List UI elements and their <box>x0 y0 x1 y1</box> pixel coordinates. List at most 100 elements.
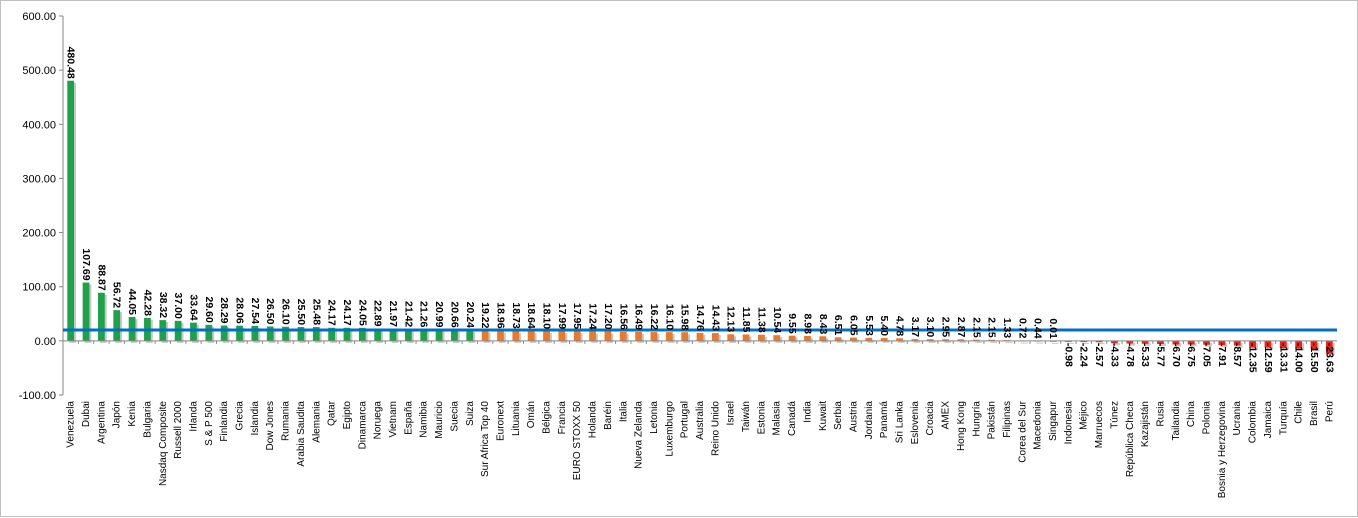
x-tick-label: Eslovenia <box>910 401 921 445</box>
x-tick-label: Egipto <box>342 401 353 430</box>
data-label: 107.69 <box>80 248 92 280</box>
data-label: 0.44 <box>1032 318 1044 339</box>
data-label: 5.40 <box>878 315 890 336</box>
bar <box>804 335 811 341</box>
bar <box>451 329 458 341</box>
bar <box>1095 340 1103 343</box>
data-label: 44.05 <box>126 289 138 315</box>
data-label: 9.55 <box>786 313 798 334</box>
bar-shadow <box>1005 342 1013 344</box>
bar <box>297 327 305 341</box>
x-tick-label: India <box>802 401 813 423</box>
bar <box>988 339 996 341</box>
bar <box>589 331 596 341</box>
bar <box>374 328 382 341</box>
bar <box>773 335 781 341</box>
x-tick-label: Letonia <box>649 401 660 434</box>
x-tick-label: S & P 500 <box>204 401 215 446</box>
bar-shadow <box>1174 342 1182 347</box>
x-tick-label: Russell 2000 <box>173 401 184 459</box>
data-label: 16.10 <box>663 304 675 330</box>
data-label: 6.05 <box>847 315 859 336</box>
bar <box>435 329 443 341</box>
x-tick-label: Corea del Sur <box>1017 400 1028 462</box>
bar <box>1264 340 1272 348</box>
bar <box>1111 340 1118 344</box>
bar-shadow <box>1082 342 1090 345</box>
x-tick-label: Bosnia y Herzegovina <box>1217 401 1228 499</box>
x-tick-label: Hungría <box>971 401 982 437</box>
data-label: -8.57 <box>1231 343 1243 367</box>
x-tick-label: Reino Unido <box>710 401 721 456</box>
data-label: 14.76 <box>694 305 706 331</box>
bar <box>711 333 719 341</box>
bar <box>497 330 504 341</box>
bar <box>742 334 750 341</box>
bar <box>466 329 474 341</box>
bar <box>251 325 259 341</box>
x-tick-label: Sri Lanka <box>895 401 906 444</box>
bar-shadow <box>1205 342 1212 347</box>
data-label: 11.85 <box>740 307 752 333</box>
x-tick-label: Tailandia <box>1171 401 1182 441</box>
data-label: 17.99 <box>556 303 568 329</box>
data-label: 480.48 <box>65 47 77 79</box>
data-label: -23.63 <box>1323 343 1335 373</box>
x-tick-label: Islandia <box>250 401 261 436</box>
x-tick-label: China <box>1186 401 1197 428</box>
data-label: 0.72 <box>1016 318 1028 339</box>
bar <box>282 326 289 341</box>
bar-shadow <box>974 341 982 343</box>
data-label: 4.78 <box>894 316 906 337</box>
bar-shadow <box>928 341 936 343</box>
data-label: 20.66 <box>448 301 460 327</box>
data-label: 3.17 <box>909 317 921 338</box>
data-label: 19.22 <box>479 302 491 328</box>
data-labels-group: 480.48 107.69 88.87 56.72 44.05 42.28 38.32 37.… <box>65 47 1336 373</box>
data-label: -4.33 <box>1108 343 1120 367</box>
data-label: 10.54 <box>771 307 783 333</box>
x-tick-label: Méjico <box>1079 401 1090 430</box>
data-label: 24.05 <box>356 300 368 326</box>
bar <box>1157 340 1164 344</box>
data-label: 26.10 <box>280 298 292 324</box>
bar <box>527 330 535 341</box>
data-label: -13.31 <box>1277 343 1289 373</box>
x-tick-label: Brasil <box>1309 401 1320 426</box>
x-tick-label: Israel <box>726 401 737 425</box>
bar <box>312 327 320 341</box>
data-label: 33.64 <box>187 294 199 320</box>
x-tick-label: Irlanda <box>188 401 199 432</box>
x-tick-label: Singapur <box>1048 400 1059 441</box>
bar <box>404 329 412 341</box>
data-label: -6.70 <box>1170 343 1182 367</box>
bar-shadow <box>944 341 951 343</box>
data-label: -5.33 <box>1139 343 1151 367</box>
x-tick-label: Panamá <box>879 401 890 439</box>
bar-shadow <box>1128 342 1136 346</box>
data-label: 16.49 <box>633 304 645 330</box>
data-label: 37.00 <box>172 293 184 319</box>
data-label: 17.24 <box>587 303 599 329</box>
data-label: 11.38 <box>755 307 767 333</box>
x-tick-label: República Checa <box>1125 401 1136 478</box>
data-label: 25.50 <box>295 299 307 325</box>
x-tick-label: Croacia <box>925 401 936 436</box>
x-tick-label: Nueva Zelanda <box>634 401 645 469</box>
x-tick-label: Dow Jones <box>265 401 276 450</box>
x-tick-label: Canadá <box>787 401 798 436</box>
x-tick-label: Finlandia <box>219 401 230 442</box>
data-label: 25.48 <box>310 299 322 325</box>
data-label: 1.33 <box>1001 318 1013 339</box>
bar-shadow <box>1159 342 1166 346</box>
x-tick-label: Perú <box>1324 401 1335 422</box>
bar <box>266 326 274 341</box>
bar <box>1126 340 1134 344</box>
x-tick-label: Marruecos <box>1094 401 1105 448</box>
bar <box>727 334 735 341</box>
y-axis: -100.00 0.00 100.00 200.00 300.00 400.00 500.0… <box>19 11 64 402</box>
x-tick-label: Japón <box>112 401 123 428</box>
data-label: 8.43 <box>817 314 829 335</box>
